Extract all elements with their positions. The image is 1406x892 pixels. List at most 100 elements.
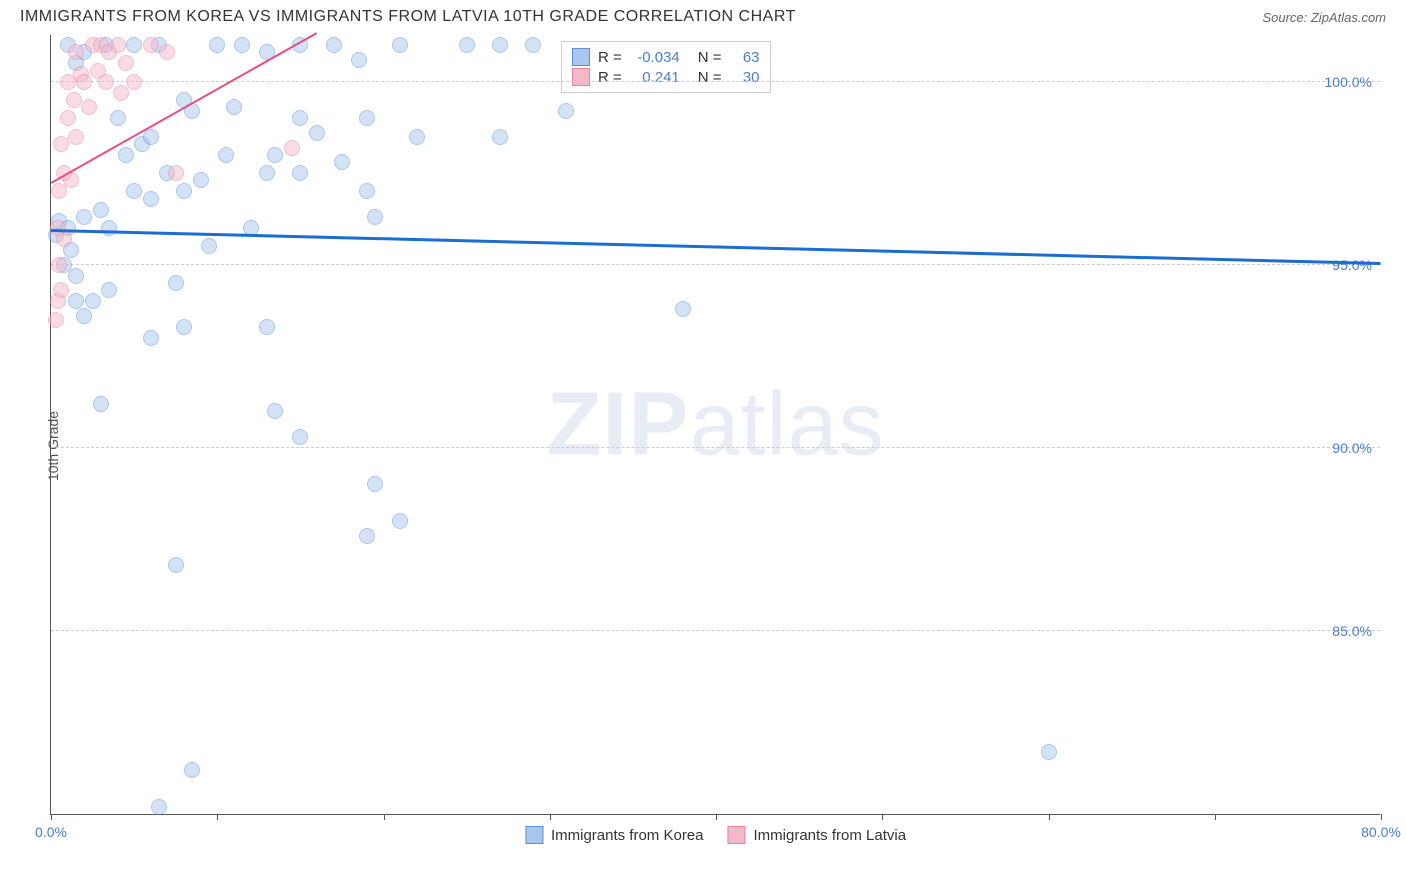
data-point	[113, 85, 129, 101]
data-point	[367, 476, 383, 492]
x-tick-label: 80.0%	[1361, 824, 1401, 840]
data-point	[51, 257, 67, 273]
gridline	[51, 81, 1380, 82]
data-point	[218, 147, 234, 163]
data-point	[1041, 744, 1057, 760]
legend-item: Immigrants from Korea	[525, 826, 704, 844]
data-point	[76, 209, 92, 225]
data-point	[259, 165, 275, 181]
data-point	[118, 55, 134, 71]
legend-swatch	[572, 48, 590, 66]
y-tick-label: 100.0%	[1325, 74, 1372, 90]
data-point	[151, 799, 167, 815]
data-point	[81, 99, 97, 115]
data-point	[226, 99, 242, 115]
x-tick	[882, 814, 883, 820]
data-point	[292, 165, 308, 181]
x-tick	[51, 814, 52, 820]
legend-row: R = -0.034 N = 63	[572, 48, 760, 66]
legend-swatch	[525, 826, 543, 844]
data-point	[168, 275, 184, 291]
chart-title: IMMIGRANTS FROM KOREA VS IMMIGRANTS FROM…	[20, 8, 796, 26]
data-point	[126, 74, 142, 90]
data-point	[93, 396, 109, 412]
data-point	[68, 293, 84, 309]
data-point	[193, 172, 209, 188]
x-tick-label: 0.0%	[35, 824, 67, 840]
correlation-legend: R = -0.034 N = 63 R = 0.241 N = 30	[561, 41, 771, 93]
data-point	[558, 103, 574, 119]
data-point	[143, 191, 159, 207]
data-point	[675, 301, 691, 317]
data-point	[143, 37, 159, 53]
data-point	[60, 110, 76, 126]
y-tick-label: 90.0%	[1332, 440, 1372, 456]
data-point	[492, 37, 508, 53]
y-tick-label: 85.0%	[1332, 623, 1372, 639]
data-point	[53, 136, 69, 152]
data-point	[292, 110, 308, 126]
data-point	[101, 282, 117, 298]
gridline	[51, 630, 1380, 631]
data-point	[143, 330, 159, 346]
watermark: ZIPatlas	[546, 373, 884, 476]
data-point	[209, 37, 225, 53]
legend-row: R = 0.241 N = 30	[572, 68, 760, 86]
data-point	[68, 129, 84, 145]
legend-r-value: 0.241	[630, 69, 680, 86]
data-point	[359, 110, 375, 126]
data-point	[525, 37, 541, 53]
legend-n-value: 63	[730, 49, 760, 66]
trend-line	[51, 229, 1381, 264]
x-tick	[716, 814, 717, 820]
series-legend: Immigrants from Korea Immigrants from Lat…	[525, 826, 906, 844]
data-point	[66, 92, 82, 108]
data-point	[168, 557, 184, 573]
legend-r-label: R =	[598, 69, 622, 86]
legend-r-value: -0.034	[630, 49, 680, 66]
data-point	[367, 209, 383, 225]
legend-swatch	[572, 68, 590, 86]
data-point	[76, 308, 92, 324]
data-point	[159, 44, 175, 60]
x-tick	[384, 814, 385, 820]
data-point	[284, 140, 300, 156]
x-tick	[550, 814, 551, 820]
data-point	[392, 37, 408, 53]
data-point	[98, 74, 114, 90]
data-point	[126, 37, 142, 53]
legend-n-label: N =	[698, 69, 722, 86]
data-point	[126, 183, 142, 199]
data-point	[176, 319, 192, 335]
data-point	[176, 183, 192, 199]
data-point	[110, 37, 126, 53]
data-point	[351, 52, 367, 68]
data-point	[359, 528, 375, 544]
data-point	[201, 238, 217, 254]
data-point	[392, 513, 408, 529]
data-point	[85, 293, 101, 309]
gridline	[51, 264, 1380, 265]
legend-label: Immigrants from Latvia	[754, 827, 907, 844]
data-point	[68, 44, 84, 60]
legend-n-label: N =	[698, 49, 722, 66]
data-point	[492, 129, 508, 145]
data-point	[309, 125, 325, 141]
data-point	[168, 165, 184, 181]
data-point	[48, 312, 64, 328]
x-tick	[1049, 814, 1050, 820]
y-tick-label: 95.0%	[1332, 257, 1372, 273]
legend-n-value: 30	[730, 69, 760, 86]
data-point	[68, 268, 84, 284]
data-point	[76, 74, 92, 90]
data-point	[93, 202, 109, 218]
data-point	[292, 429, 308, 445]
data-point	[53, 282, 69, 298]
legend-r-label: R =	[598, 49, 622, 66]
data-point	[184, 762, 200, 778]
data-point	[459, 37, 475, 53]
x-tick	[217, 814, 218, 820]
data-point	[359, 183, 375, 199]
data-point	[110, 110, 126, 126]
data-point	[259, 319, 275, 335]
